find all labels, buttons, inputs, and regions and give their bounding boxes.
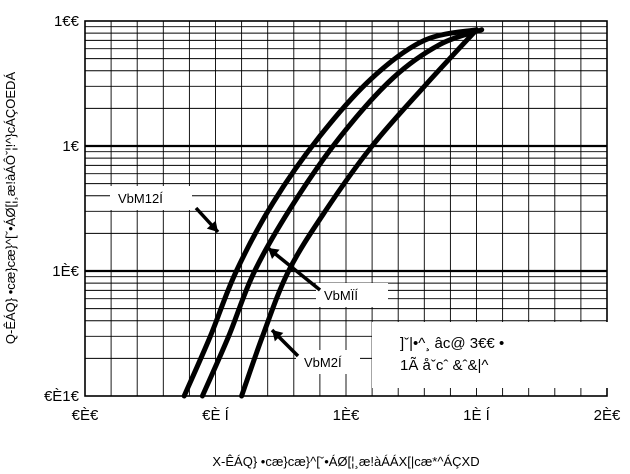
label-arrow-line (266, 246, 322, 292)
x-tick-label: €È€ (72, 407, 99, 424)
y-tick-label: 1È€ (52, 263, 79, 280)
x-axis-label: X-ÊÁQ} •cæ}cæ}^[ˇ•ÁØ[¦¸æ!àÁÁX[|cæ*^ÁÇXD (212, 454, 479, 469)
x-tick-label: 1È Í (463, 407, 491, 424)
label-arrow-head (206, 220, 218, 232)
condition-note-line: ]ˇ|•^¸ âc@ 3€€ • (400, 335, 504, 352)
series-label-box (110, 186, 192, 210)
y-tick-label: 1€€ (54, 13, 80, 30)
series-layer (181, 27, 485, 399)
x-tick-label: €È Í (202, 407, 230, 424)
series-line-1 (181, 27, 479, 399)
y-axis-label: Q-ÊÁQ} •cæ}cæ}^[ˇ•ÁØ[¦¸æ!àÁÔˇ¦!^}cÁÇOEDÁ (3, 72, 18, 345)
series-line-2 (199, 27, 485, 399)
series-label: VbM12Í (118, 191, 163, 206)
y-tick-label: €È1€ (44, 388, 80, 405)
x-tick-label: 1È€ (333, 407, 360, 424)
annotation-layer: VbM12Í VbMÏÍ VbM2Í ]ˇ|•^¸ âc@ 3€€ • 1Ã åˇcˆ … (110, 186, 620, 388)
y-tick-label: 1€ (62, 138, 79, 155)
y-tick-labels: €È1€ 1È€ 1€ 1€€ (44, 13, 80, 405)
series-label: VbMÏÍ (324, 288, 358, 303)
x-tick-label: 2È€ (594, 407, 621, 424)
series-label-box (296, 350, 360, 374)
x-tick-labels: €È€ €È Í 1È€ 1È Í 2È€ (72, 407, 621, 424)
label-arrow-head (268, 248, 280, 259)
series-label: VbM2Í (304, 355, 342, 370)
condition-note-box (372, 322, 620, 388)
label-arrow-head (272, 330, 284, 342)
plot-frame (84, 20, 608, 397)
series-line-3 (239, 27, 479, 399)
condition-note-line: 1Ã åˇcˆ &ˆ&|^ (400, 357, 488, 374)
series-label-box (316, 283, 388, 307)
